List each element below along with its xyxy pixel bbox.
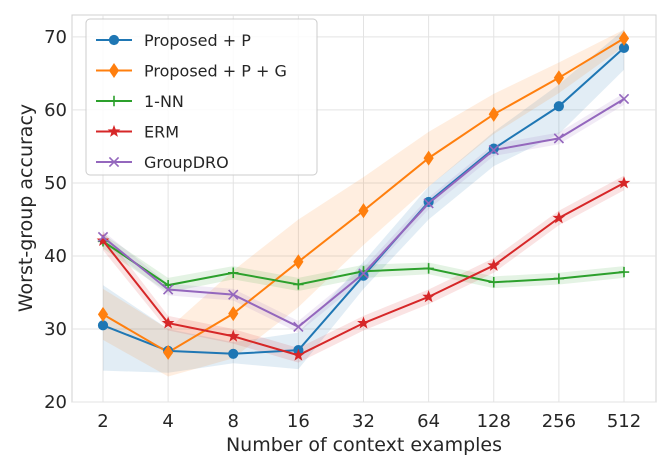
legend-marker [108, 95, 120, 107]
x-tick-label: 16 [287, 411, 310, 432]
x-axis-label: Number of context examples [226, 434, 502, 456]
legend-label: GroupDRO [144, 153, 229, 172]
y-tick-label: 40 [44, 246, 67, 267]
y-tick-label: 60 [44, 100, 67, 121]
point-groupdro [293, 321, 304, 332]
legend-label: Proposed + P [144, 31, 251, 50]
x-tick-labels: 2 4 8 16 32 64 128 256 512 [97, 411, 641, 432]
point-proposed-p-g [293, 254, 304, 270]
point-1-nn [423, 263, 434, 274]
point-groupdro [618, 93, 630, 105]
point-proposed-p-g [358, 203, 369, 219]
y-axis-label: Worst-group accuracy [15, 104, 37, 312]
x-tick-label: 4 [162, 411, 173, 432]
y-tick-label: 50 [44, 173, 67, 194]
point-erm [617, 176, 631, 189]
point-proposed-p-g [553, 70, 564, 86]
x-tick-label: 8 [228, 411, 239, 432]
point-erm [552, 211, 566, 224]
point-proposed-p-g [488, 106, 499, 122]
point-proposed-p-g [618, 30, 630, 46]
point-groupdro [162, 284, 174, 295]
legend-marker [108, 156, 120, 168]
series-markers [96, 30, 631, 361]
point-proposed-p-g [163, 344, 174, 360]
point-1-nn [618, 266, 630, 278]
x-tick-label: 256 [542, 411, 576, 432]
point-proposed-p [488, 143, 499, 154]
point-groupdro [97, 231, 109, 243]
point-proposed-p [97, 320, 109, 331]
point-erm [226, 329, 240, 342]
x-tick-label: 32 [352, 411, 375, 432]
point-1-nn [358, 266, 369, 277]
y-tick-label: 30 [44, 319, 67, 340]
point-1-nn [293, 279, 304, 290]
point-erm [357, 316, 370, 329]
x-tick-label: 128 [477, 411, 511, 432]
point-proposed-p [553, 101, 564, 112]
legend-marker [108, 62, 120, 79]
point-proposed-p [423, 196, 434, 208]
point-proposed-p-g [423, 150, 434, 166]
point-erm [292, 348, 305, 361]
band-proposed-p [103, 29, 624, 373]
point-groupdro [488, 144, 499, 156]
point-groupdro [423, 198, 434, 209]
y-tick-labels: 20 30 40 50 60 70 [44, 27, 67, 413]
x-tick-label: 64 [417, 411, 440, 432]
point-erm [96, 233, 110, 247]
point-erm [161, 316, 175, 329]
point-groupdro [228, 289, 239, 300]
legend: Proposed + P Proposed + P + G 1-NN ERM Group… [85, 18, 318, 176]
y-tick-label: 20 [44, 392, 67, 413]
legend-marker [108, 34, 120, 46]
point-groupdro [358, 268, 369, 279]
point-groupdro [553, 133, 565, 144]
legend-label: ERM [144, 123, 179, 142]
point-erm [487, 258, 501, 271]
point-proposed-p-g [97, 306, 109, 322]
x-tick-label: 2 [97, 411, 108, 432]
point-1-nn [553, 273, 565, 284]
point-proposed-p [228, 348, 239, 359]
legend-label: 1-NN [144, 92, 184, 111]
x-tick-label: 512 [607, 411, 641, 432]
point-1-nn [228, 267, 239, 278]
legend-box [85, 18, 318, 176]
point-1-nn [488, 277, 499, 288]
point-proposed-p-g [228, 306, 239, 322]
legend-label: Proposed + P + G [144, 62, 287, 81]
y-tick-label: 70 [44, 27, 67, 48]
legend-marker [107, 124, 121, 137]
point-erm [422, 290, 435, 303]
